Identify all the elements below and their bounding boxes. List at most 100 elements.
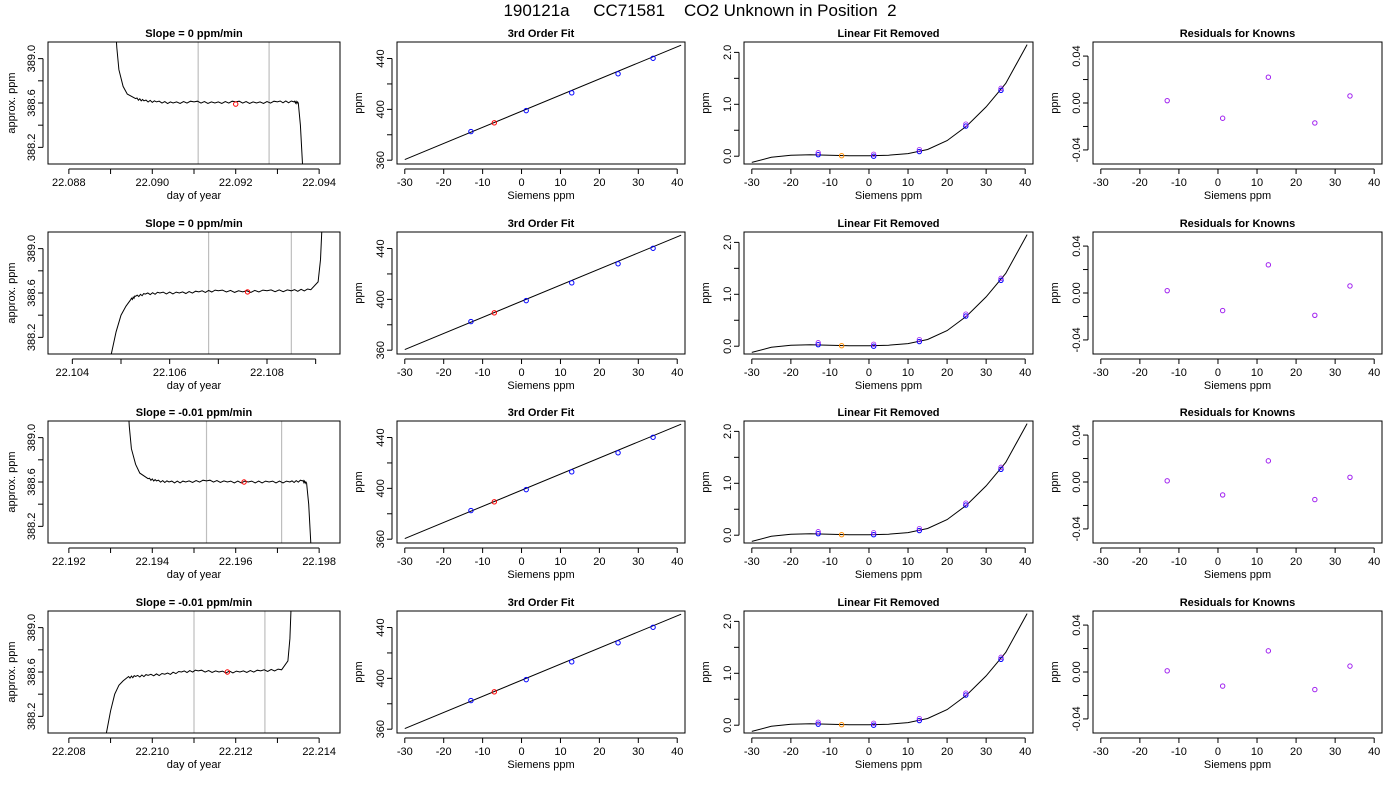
chart-12-residual-point [1265,458,1272,464]
chart-6-x-tick-label: 10 [554,367,566,379]
chart-3-unknown-point [838,152,845,159]
chart-10-known-point [650,434,656,440]
chart-11-y-axis-label: ppm [700,471,712,492]
chart-6-x-tick-label: 0 [518,367,524,379]
chart-16-y-tick-label: 0.04 [1071,614,1083,635]
chart-16-x-tick-label: 40 [1368,746,1380,758]
chart-7-known-point-overlay [815,340,821,346]
chart-2-x-tick-label: -10 [475,177,491,189]
chart-16-y-tick-label: 0.00 [1071,661,1083,682]
chart-12-x-tick-label: 10 [1251,556,1263,568]
chart-10-unknown-point [491,499,497,505]
chart-1-mean-point [233,101,239,107]
chart-6-known-point [650,245,656,251]
chart-16-y-tick-label: -0.04 [1071,706,1083,731]
chart-16-residual-point [1347,663,1353,669]
chart-3-known-point-overlay [815,150,821,156]
chart-9-y-axis-label: approx. ppm [6,451,18,512]
chart-16-residuals-panel: Residuals for Knowns -30 -20 -10 0 10 20 30 40 Si… [1049,597,1383,771]
chart-7-x-tick-label: 20 [941,367,953,379]
chart-8-x-tick-label: 20 [1290,367,1302,379]
chart-14-title: 3rd Order Fit [508,597,575,609]
chart-13-y-tick-label: 388.2 [26,703,38,731]
chart-15-frame [743,610,1034,734]
chart-2-known-point [615,71,621,77]
chart-7-known-point-overlay [998,275,1004,281]
chart-11-known-point [998,466,1004,472]
chart-4-residual-point [1164,97,1170,104]
chart-6-y-tick-label: 400 [375,290,387,308]
chart-5-y-tick-label: 389.0 [26,235,38,263]
chart-10-fit-line [404,423,682,540]
chart-2-fit-line [404,44,682,161]
chart-9-mean-point [241,479,247,485]
chart-1-y-tick-label: 389.0 [26,45,38,73]
chart-4-residual-point [1219,115,1226,121]
chart-8-residual-point [1312,312,1318,318]
chart-5-y-tick-label: 388.6 [26,279,38,307]
chart-11-known-point-overlay [998,464,1004,470]
chart-3-known-point [815,151,821,158]
chart-4-y-axis-label: ppm [1049,92,1061,113]
chart-13-title: Slope = -0.01 ppm/min [136,597,253,609]
chart-2-y-tick-label: 400 [375,100,387,118]
chart-16-residual-point [1312,686,1318,693]
chart-10-x-tick-label: -30 [397,556,413,568]
chart-2-plot-area [404,44,682,161]
chart-10-title: 3rd Order Fit [508,407,575,419]
chart-4-x-tick-label: 20 [1290,177,1302,189]
chart-9-frame [47,420,341,544]
chart-15-x-tick-label: 10 [902,746,914,758]
chart-3-known-point-overlay [871,151,877,157]
chart-2-y-axis-label: ppm [353,92,365,113]
chart-2-y-tick-label: 440 [375,49,387,67]
chart-6-plot-area [404,234,682,351]
chart-10-y-tick-label: 360 [375,530,387,548]
chart-14-known-point [523,676,529,683]
chart-11-x-axis-label: Siemens ppm [855,569,922,581]
chart-8-residuals-panel: Residuals for Knowns -30 -20 -10 0 10 20 30 40 Si… [1049,218,1383,392]
chart-3-x-tick-label: -10 [822,177,838,189]
chart-7-linear_removed-panel: Linear Fit Removed -30 -20 -10 0 10 20 30 40 Siem… [700,218,1034,392]
chart-7-known-point-overlay [916,336,922,343]
chart-10-known-point [569,469,575,475]
chart-10-x-tick-label: -20 [436,556,452,568]
chart-7-x-tick-label: -30 [744,367,760,379]
chart-5-mean-point [244,289,251,295]
chart-9-plot-area [128,421,312,543]
chart-6-fit-panel: 3rd Order Fit -30 -20 -10 0 10 20 30 40 Siemens p… [353,218,686,392]
chart-12-x-tick-label: 40 [1368,556,1380,568]
chart-7-x-tick-label: 40 [1019,367,1031,379]
chart-2-fit-panel: 3rd Order Fit -30 -20 -10 0 10 20 30 40 Siemens p… [353,28,686,202]
chart-3-known-point-overlay [998,85,1004,91]
chart-10-x-tick-label: 10 [554,556,566,568]
chart-10-x-tick-label: 20 [593,556,605,568]
chart-12-x-tick-label: 30 [1329,556,1341,568]
chart-6-fit-line [404,234,682,351]
chart-1-x-tick-label: 22.088 [52,177,86,189]
chart-4-x-tick-label: -30 [1093,177,1109,189]
chart-6-unknown-point [491,310,497,316]
chart-15-known-point [963,692,969,698]
chart-5-frame [47,231,341,355]
chart-10-x-tick-label: 30 [632,556,644,568]
chart-12-x-axis-label: Siemens ppm [1204,569,1271,581]
chart-8-residual-point [1219,307,1226,314]
chart-4-x-tick-label: 10 [1251,177,1263,189]
chart-8-x-tick-label: 40 [1368,367,1380,379]
chart-5-x-tick-label: 22.106 [153,367,187,379]
chart-4-frame [1092,41,1383,165]
chart-1-x-tick-label: 22.092 [219,177,253,189]
chart-2-x-tick-label: 10 [554,177,566,189]
chart-5-title: Slope = 0 ppm/min [145,218,243,230]
chart-2-x-tick-label: -20 [436,177,452,189]
chart-9-x-axis-label: day of year [167,569,222,581]
chart-5-y-axis-label: approx. ppm [6,262,18,323]
chart-15-y-tick-label: 2.0 [722,614,734,629]
chart-8-x-axis-label: Siemens ppm [1204,380,1271,392]
chart-8-x-tick-label: 10 [1251,367,1263,379]
chart-16-y-axis-label: ppm [1049,661,1061,682]
chart-12-residual-point [1219,492,1226,498]
chart-3-known-point-overlay [916,146,922,153]
chart-13-frame [47,610,341,734]
